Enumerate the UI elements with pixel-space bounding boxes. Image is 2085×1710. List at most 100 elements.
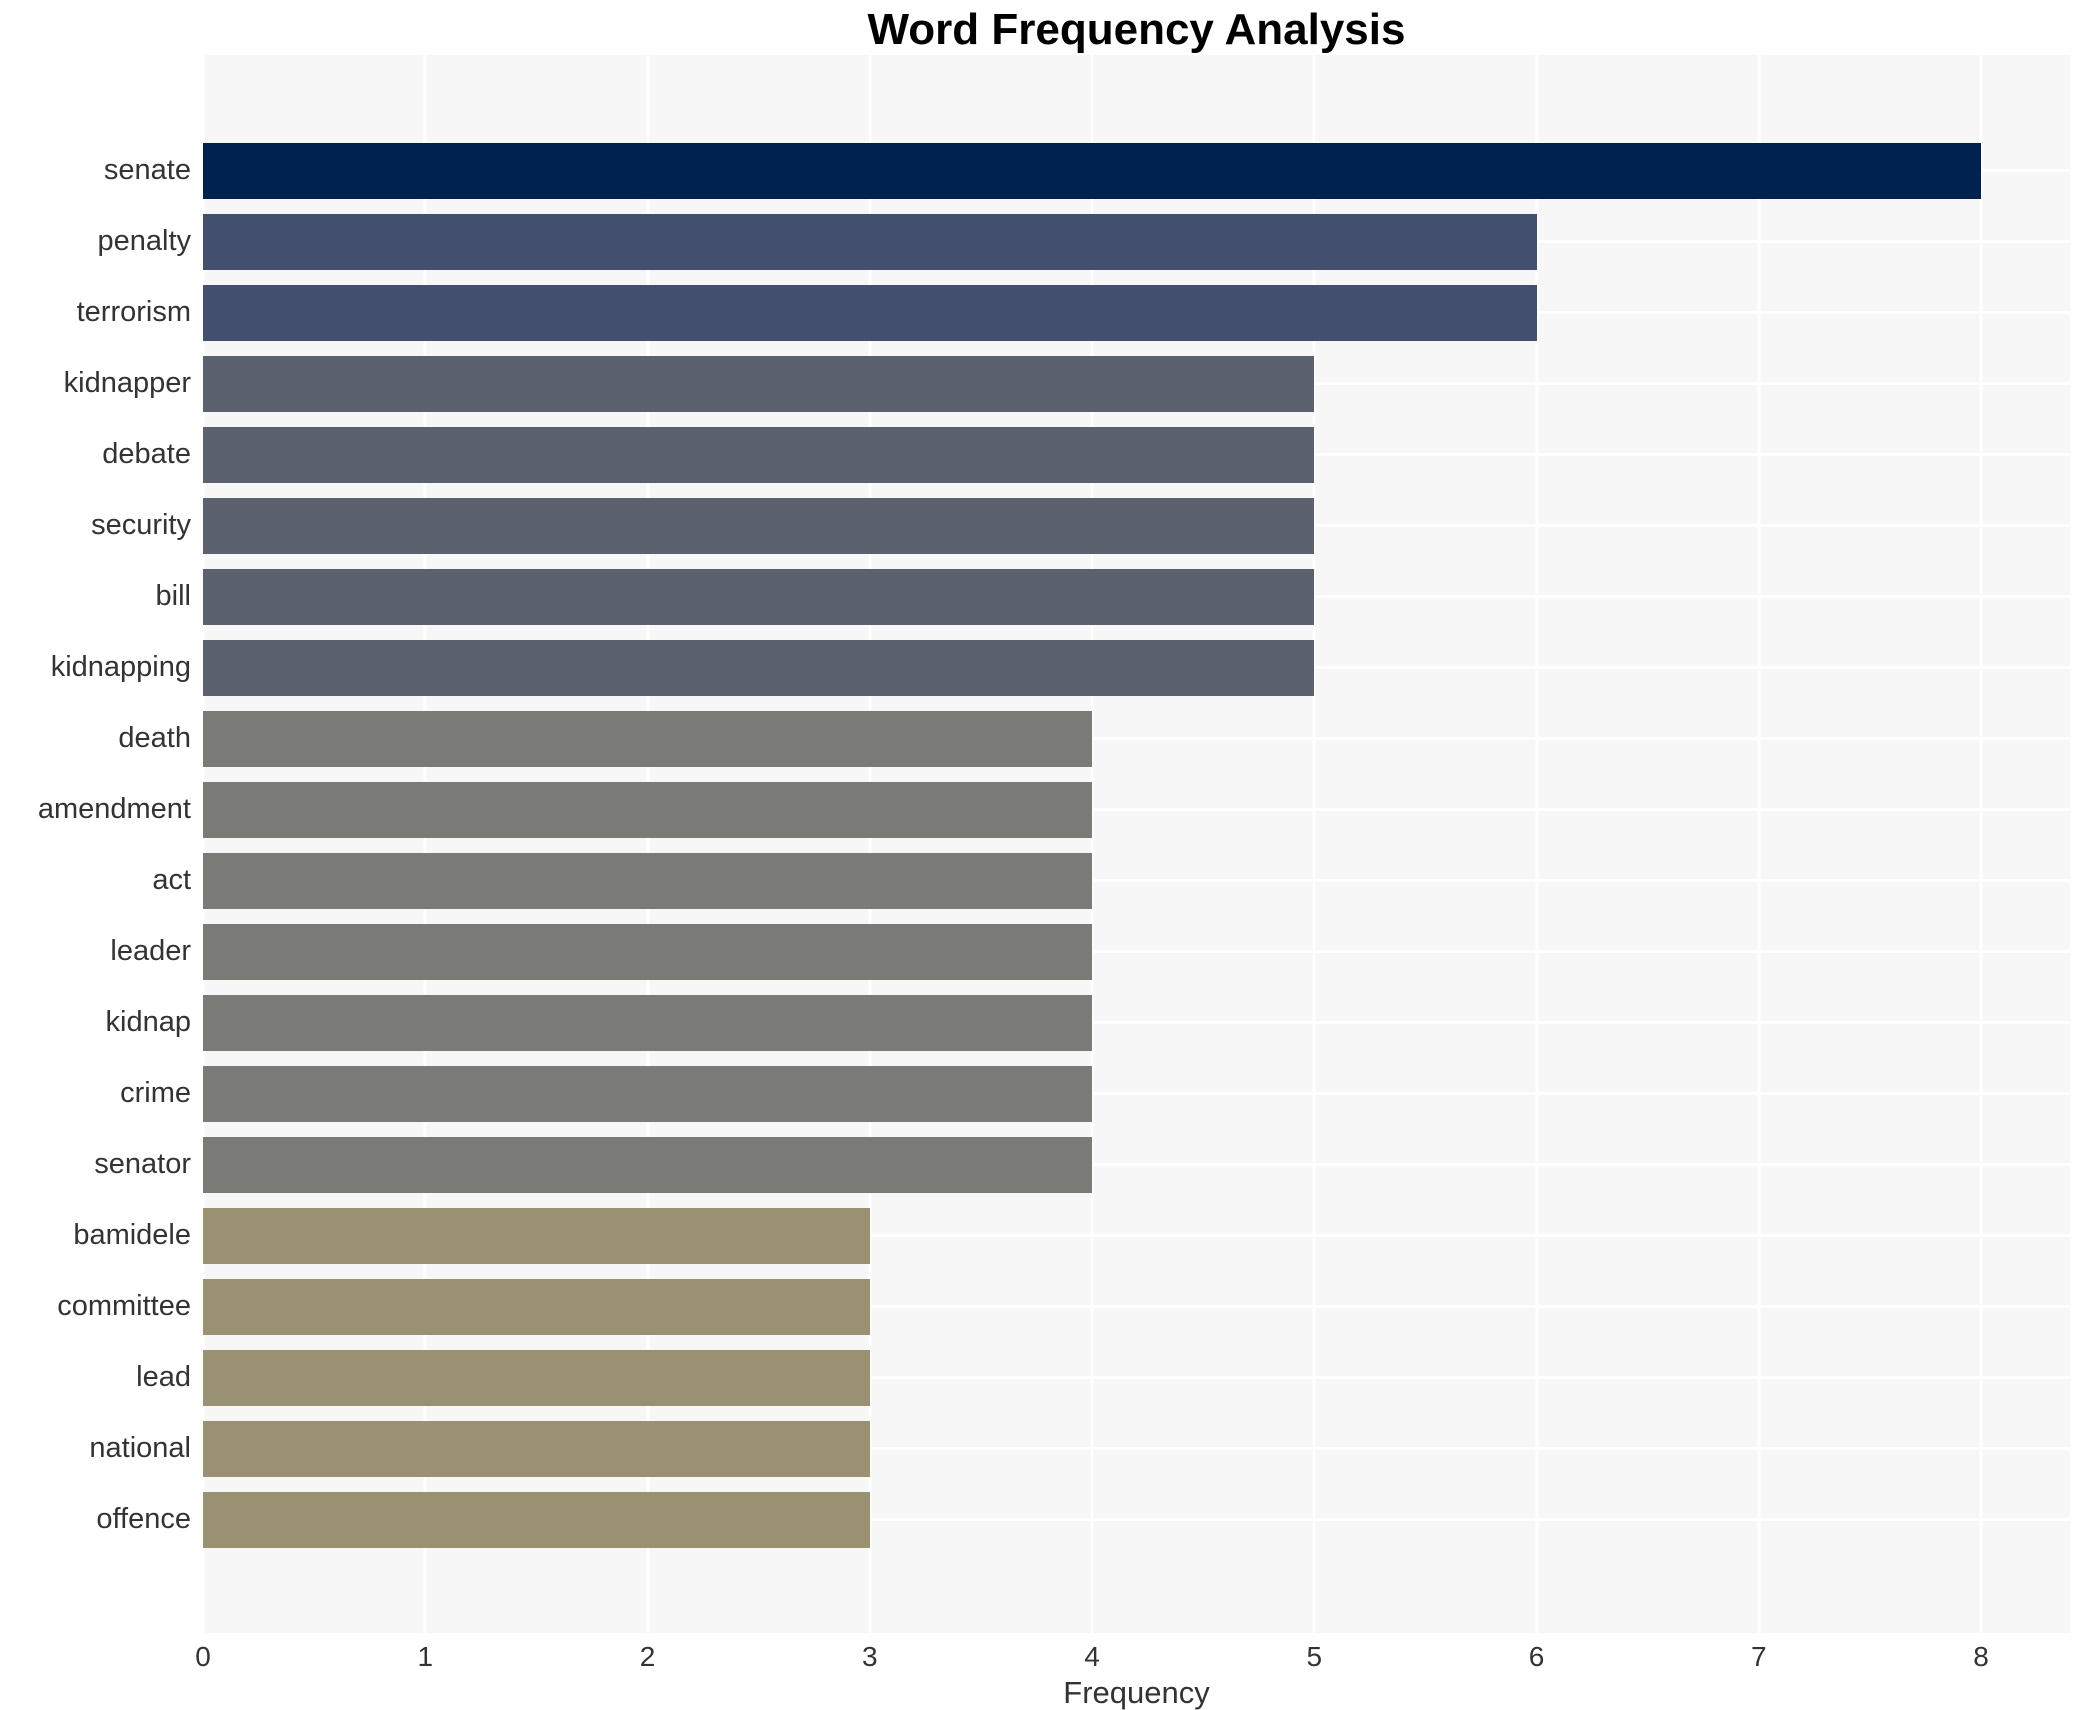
h-gridline [203, 1234, 2070, 1237]
y-tick-label: crime [120, 1077, 191, 1109]
bar-row: crime [0, 1058, 2085, 1129]
x-tick-label: 5 [1306, 1641, 1323, 1672]
bar-track [203, 987, 2070, 1058]
v-gridline [1979, 55, 1983, 1633]
x-axis-label: Frequency [1063, 1675, 1210, 1710]
x-tick-label: 3 [861, 1641, 878, 1672]
v-gridline [646, 55, 650, 1633]
bar-national [203, 1420, 870, 1477]
bar-row: act [0, 845, 2085, 916]
bar-track [203, 1413, 2070, 1484]
y-tick-label: kidnapper [63, 367, 191, 399]
bar-track [203, 703, 2070, 774]
bar-row: kidnap [0, 987, 2085, 1058]
bar-track [203, 1200, 2070, 1271]
x-axis: 0 1 2 3 4 5 6 7 8 [195, 1633, 2070, 1675]
h-gridline [203, 1092, 2070, 1095]
bar-kidnapper [203, 355, 1315, 412]
x-tick-label: 6 [1528, 1641, 1545, 1672]
y-tick-label: death [118, 722, 191, 754]
bar-security [203, 497, 1315, 554]
y-tick-label: security [91, 509, 191, 541]
v-gridline [1090, 55, 1094, 1633]
bar-track [203, 348, 2070, 419]
bar-track [203, 419, 2070, 490]
bar-track [203, 1271, 2070, 1342]
v-gridline [201, 55, 205, 1633]
bar-row: senator [0, 1129, 2085, 1200]
bar-death [203, 710, 1093, 767]
y-tick-label: senate [103, 154, 191, 186]
bar-row: bamidele [0, 1200, 2085, 1271]
y-tick-label: debate [102, 438, 191, 470]
y-tick-label: bamidele [73, 1219, 191, 1251]
h-gridline [203, 1163, 2070, 1166]
bar-bill [203, 568, 1315, 625]
bar-track [203, 561, 2070, 632]
bar-track [203, 632, 2070, 703]
h-gridline [203, 879, 2070, 882]
y-tick-label: national [89, 1432, 191, 1464]
bar-track [203, 277, 2070, 348]
bar-row: kidnapping [0, 632, 2085, 703]
bar-row: terrorism [0, 277, 2085, 348]
bar-penalty [203, 213, 1537, 270]
bar-track [203, 1058, 2070, 1129]
bar-offence [203, 1491, 870, 1548]
bar-row: leader [0, 916, 2085, 987]
bar-terrorism [203, 284, 1537, 341]
bar-track [203, 774, 2070, 845]
v-gridline [423, 55, 427, 1633]
bar-track [203, 1342, 2070, 1413]
x-tick-label: 4 [1084, 1641, 1100, 1672]
y-tick-label: penalty [97, 225, 191, 257]
v-gridline [1535, 55, 1539, 1633]
v-gridline [868, 55, 872, 1633]
y-tick-label: kidnapping [50, 651, 191, 683]
bar-debate [203, 426, 1315, 483]
bar-track [203, 135, 2070, 206]
h-gridline [203, 1376, 2070, 1379]
bar-kidnap [203, 994, 1093, 1051]
bar-row: committee [0, 1271, 2085, 1342]
y-tick-label: terrorism [76, 296, 191, 328]
bar-row: national [0, 1413, 2085, 1484]
bar-row: senate [0, 135, 2085, 206]
bar-row: offence [0, 1484, 2085, 1555]
x-tick-label: 1 [417, 1641, 434, 1672]
x-tick-label: 2 [639, 1641, 656, 1672]
h-gridline [203, 1305, 2070, 1308]
bar-row: debate [0, 419, 2085, 490]
x-tick-label: 8 [1973, 1641, 1989, 1672]
bar-track [203, 206, 2070, 277]
y-tick-label: bill [155, 580, 191, 612]
bar-crime [203, 1065, 1093, 1122]
y-tick-label: committee [57, 1290, 191, 1322]
h-gridline [203, 1021, 2070, 1024]
bar-row: security [0, 490, 2085, 561]
y-tick-label: act [152, 864, 191, 896]
bar-row: lead [0, 1342, 2085, 1413]
plot-area: senate penalty terrorism kidnapper debate sec… [0, 55, 2085, 1633]
bar-track [203, 1129, 2070, 1200]
h-gridline [203, 737, 2070, 740]
bar-kidnapping [203, 639, 1315, 696]
bar-senator [203, 1136, 1093, 1193]
y-tick-label: leader [110, 935, 191, 967]
h-gridline [203, 950, 2070, 953]
bar-rows: senate penalty terrorism kidnapper debate sec… [0, 55, 2085, 1555]
bar-track [203, 1484, 2070, 1555]
bar-row: kidnapper [0, 348, 2085, 419]
y-tick-label: lead [136, 1361, 191, 1393]
bar-row: penalty [0, 206, 2085, 277]
h-gridline [203, 1518, 2070, 1521]
bar-row: amendment [0, 774, 2085, 845]
bar-leader [203, 923, 1093, 980]
bar-row: death [0, 703, 2085, 774]
bar-row: bill [0, 561, 2085, 632]
v-gridline [1312, 55, 1316, 1633]
bar-track [203, 916, 2070, 987]
bar-committee [203, 1278, 870, 1335]
y-tick-label: offence [96, 1503, 191, 1535]
h-gridline [203, 1447, 2070, 1450]
